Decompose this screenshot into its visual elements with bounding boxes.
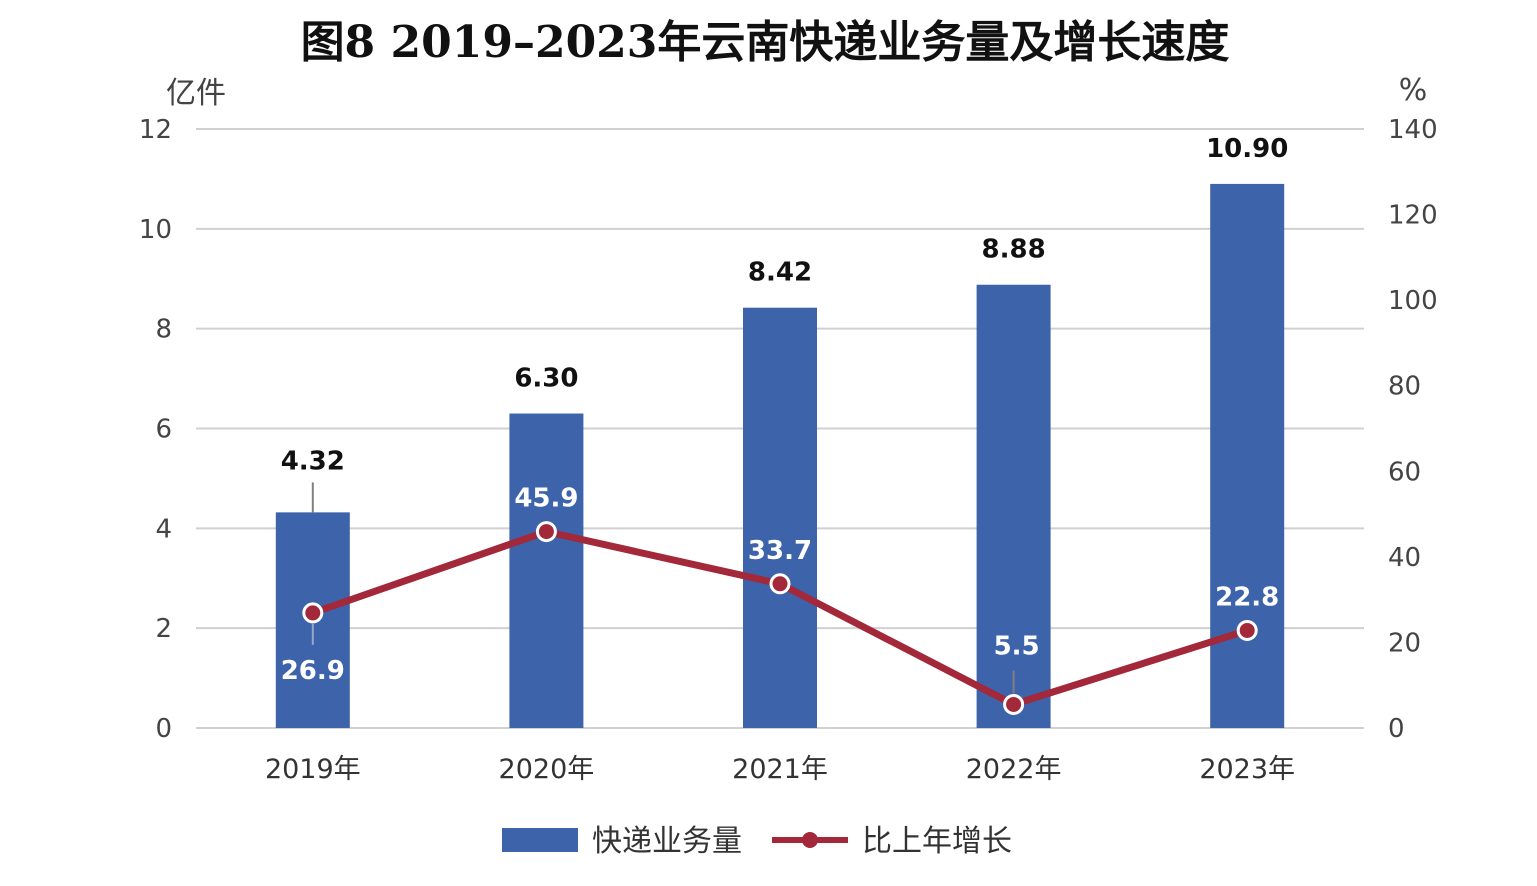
right-axis-unit: % [1399,73,1428,108]
line-value-label: 22.8 [1215,582,1279,612]
bar-value-label: 8.88 [982,235,1046,265]
left-tick-label: 4 [155,514,172,544]
bar [1210,183,1285,729]
left-tick-label: 6 [155,415,172,445]
growth-marker [769,573,791,595]
legend-line-marker [802,832,818,848]
line-value-label: 26.9 [281,656,345,686]
growth-marker [1003,693,1025,715]
category-label: 2019年 [265,754,361,785]
legend-line-label: 比上年增长 [862,824,1012,859]
growth-marker [535,521,557,543]
line-series: 26.9 45.9 33.7 5.5 22.8 [281,484,1279,715]
chart-title: 图8 2019–2023年云南快递业务量及增长速度 [301,17,1230,68]
bar-series: 4.32 6.30 8.42 8.88 10.90 [275,134,1288,729]
bar-value-label: 8.42 [748,258,812,288]
right-tick-label: 140 [1388,115,1438,145]
left-tick-label: 8 [155,315,172,345]
line-value-label: 45.9 [514,484,578,514]
label-leader-lines [311,482,1015,694]
left-tick-label: 10 [139,215,172,245]
legend: 快递业务量 比上年增长 [502,824,1012,859]
bar [976,284,1051,728]
right-tick-label: 80 [1388,372,1421,402]
right-tick-label: 20 [1388,628,1421,658]
right-axis-ticks: 0 20 40 60 80 100 120 140 [1388,115,1438,744]
legend-bar-swatch [502,828,578,852]
bar-value-label: 6.30 [514,364,578,394]
bar [509,413,584,728]
bar-value-label: 10.90 [1206,134,1288,164]
right-tick-label: 120 [1388,201,1438,231]
left-tick-label: 0 [155,714,172,744]
category-label: 2021年 [732,754,828,785]
right-tick-label: 60 [1388,457,1421,487]
left-tick-label: 12 [139,115,172,145]
category-label: 2020年 [499,754,595,785]
line-value-label: 33.7 [748,536,812,566]
left-tick-label: 2 [155,614,172,644]
right-tick-label: 100 [1388,286,1438,316]
bar-value-label: 4.32 [281,446,345,476]
right-tick-label: 0 [1388,714,1405,744]
category-label: 2023年 [1199,754,1295,785]
left-axis-ticks: 0 2 4 6 8 10 12 [139,115,172,744]
category-labels: 2019年 2020年 2021年 2022年 2023年 [265,754,1295,785]
right-tick-label: 40 [1388,543,1421,573]
growth-marker [1236,619,1258,641]
bar [743,307,817,728]
legend-bar-label: 快递业务量 [592,824,742,859]
growth-marker [302,602,324,624]
category-label: 2022年 [966,754,1062,785]
left-axis-unit: 亿件 [166,76,226,111]
line-value-label: 5.5 [994,631,1040,661]
